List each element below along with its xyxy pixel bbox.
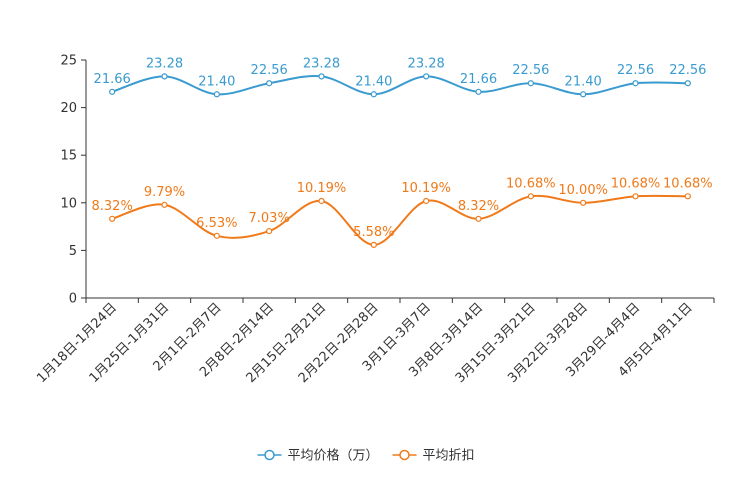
data-point[interactable] xyxy=(632,193,639,200)
legend-label[interactable]: 平均折扣 xyxy=(423,449,475,464)
data-point[interactable] xyxy=(161,73,168,80)
y-tick-label: 20 xyxy=(60,101,77,116)
data-point[interactable] xyxy=(684,193,691,200)
data-point[interactable] xyxy=(580,199,587,206)
data-point[interactable] xyxy=(370,91,377,98)
data-label: 8.32% xyxy=(92,199,133,214)
data-label: 10.19% xyxy=(297,181,347,196)
legend-marker-icon[interactable] xyxy=(264,449,275,461)
data-label: 23.28 xyxy=(408,56,445,71)
data-label: 22.56 xyxy=(251,63,288,78)
data-point[interactable] xyxy=(632,80,639,87)
data-point[interactable] xyxy=(213,91,220,98)
data-point[interactable] xyxy=(527,193,534,200)
data-label: 23.28 xyxy=(303,56,340,71)
data-label: 10.68% xyxy=(611,176,661,191)
y-tick-label: 25 xyxy=(60,54,77,69)
data-label: 9.79% xyxy=(144,185,185,200)
data-label: 21.66 xyxy=(94,72,131,87)
data-point[interactable] xyxy=(475,88,482,95)
data-point[interactable] xyxy=(527,80,534,87)
y-tick-label: 5 xyxy=(69,244,77,259)
data-label: 21.66 xyxy=(460,72,497,87)
legend-label[interactable]: 平均价格（万） xyxy=(288,448,379,464)
data-label: 10.68% xyxy=(506,176,556,191)
data-label: 22.56 xyxy=(512,63,549,78)
data-point[interactable] xyxy=(684,80,691,87)
data-label: 21.40 xyxy=(565,74,602,89)
data-label: 23.28 xyxy=(146,56,183,71)
data-label: 6.53% xyxy=(196,216,237,231)
data-point[interactable] xyxy=(213,232,220,239)
y-tick-label: 10 xyxy=(60,196,77,211)
data-point[interactable] xyxy=(266,80,273,87)
data-point[interactable] xyxy=(109,215,116,222)
data-point[interactable] xyxy=(266,227,273,235)
data-label: 21.40 xyxy=(355,74,392,89)
data-label: 10.00% xyxy=(558,183,608,198)
data-label: 22.56 xyxy=(669,63,706,78)
y-tick-label: 0 xyxy=(69,292,77,307)
data-label: 21.40 xyxy=(198,74,235,89)
data-label: 7.03% xyxy=(249,211,290,226)
data-label: 10.68% xyxy=(663,176,713,191)
data-label: 22.56 xyxy=(617,63,654,78)
y-tick-label: 15 xyxy=(60,149,77,164)
data-point[interactable] xyxy=(109,88,116,95)
data-point[interactable] xyxy=(318,73,325,80)
data-point[interactable] xyxy=(423,197,430,205)
data-label: 5.58% xyxy=(353,225,394,240)
data-point[interactable] xyxy=(475,215,482,222)
data-label: 8.32% xyxy=(458,199,499,214)
data-point[interactable] xyxy=(161,201,168,208)
data-label: 10.19% xyxy=(401,181,451,196)
series-line-1 xyxy=(111,75,688,96)
data-point[interactable] xyxy=(423,73,430,80)
data-point[interactable] xyxy=(370,241,377,248)
data-point[interactable] xyxy=(318,197,325,205)
data-point[interactable] xyxy=(580,91,587,98)
legend-marker-icon[interactable] xyxy=(399,449,410,461)
